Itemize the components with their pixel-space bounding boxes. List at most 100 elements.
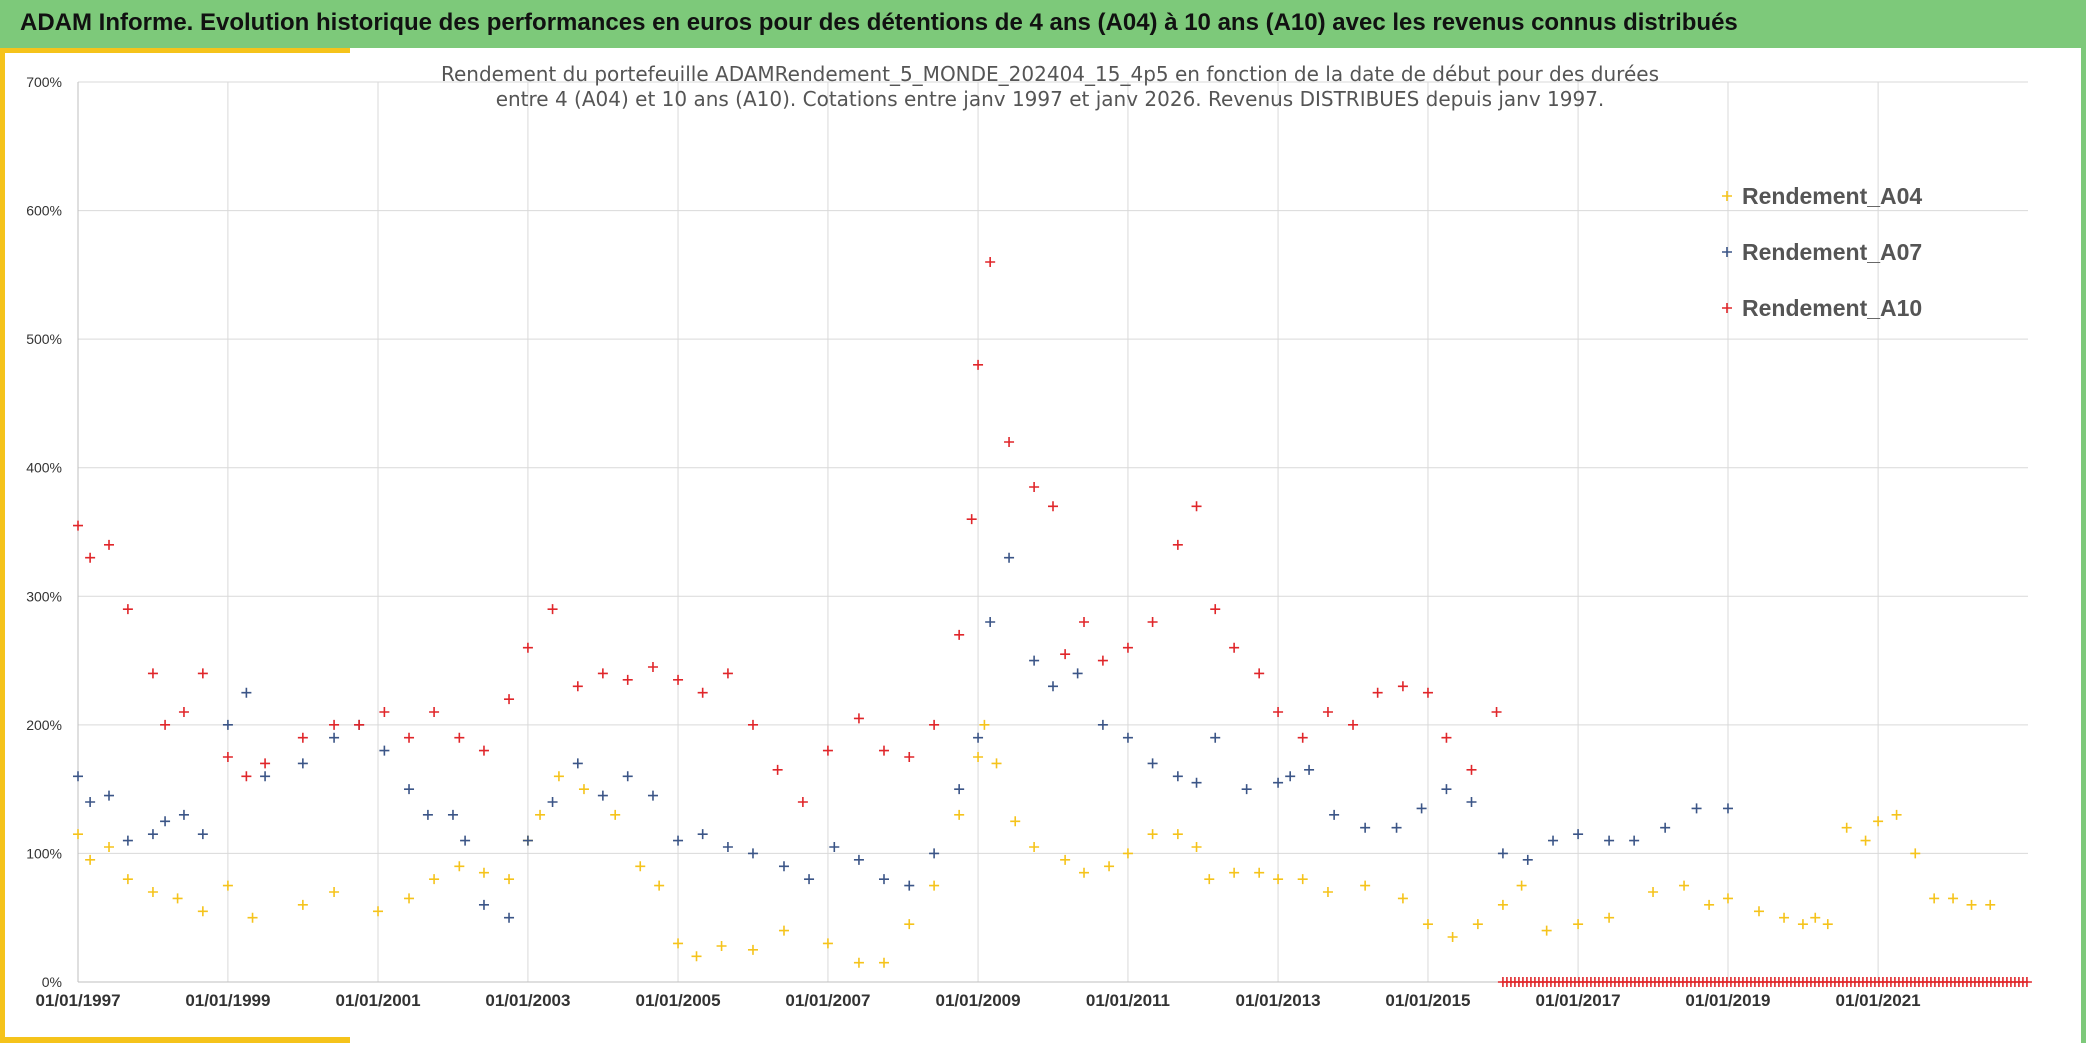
point-rendement-a10	[104, 539, 115, 550]
point-rendement-a10	[160, 719, 171, 730]
point-rendement-a10	[329, 719, 340, 730]
frame-left	[0, 48, 5, 1043]
point-rendement-a10	[647, 662, 658, 672]
chart-title: Rendement du portefeuille ADAMRendement_…	[441, 62, 1659, 111]
point-rendement-a07	[1391, 822, 1402, 833]
point-rendement-a04	[979, 719, 990, 730]
point-rendement-a07	[460, 835, 471, 846]
point-rendement-a04	[1891, 809, 1902, 820]
point-rendement-a04	[1753, 906, 1764, 917]
point-rendement-a10	[572, 681, 583, 692]
x-tick-label: 01/01/1999	[185, 991, 270, 1010]
point-rendement-a04	[329, 887, 340, 897]
point-rendement-a07	[697, 829, 708, 840]
point-rendement-a10	[929, 719, 940, 730]
point-rendement-a10	[797, 797, 808, 807]
point-rendement-a04	[1229, 867, 1240, 878]
point-rendement-a07	[73, 771, 83, 782]
point-rendement-a10	[85, 552, 96, 563]
point-rendement-a10	[504, 694, 515, 705]
point-rendement-a04	[504, 874, 515, 885]
x-tick-label: 01/01/2003	[485, 991, 570, 1010]
point-rendement-a04	[73, 829, 83, 840]
y-tick-label: 500%	[26, 331, 62, 347]
point-rendement-a04	[822, 938, 833, 949]
point-rendement-a10	[1122, 642, 1133, 653]
y-tick-label: 700%	[26, 74, 62, 90]
point-rendement-a04	[1104, 861, 1115, 872]
point-rendement-a10	[241, 771, 252, 782]
point-rendement-a07	[404, 784, 415, 795]
point-rendement-a04	[1147, 829, 1158, 840]
point-rendement-a04	[535, 809, 546, 820]
accent-bar-top	[0, 48, 350, 53]
point-rendement-a04	[1360, 880, 1371, 891]
point-rendement-a04	[1516, 880, 1527, 891]
point-rendement-a04	[297, 899, 308, 910]
point-rendement-a10	[853, 713, 864, 724]
x-tick-label: 01/01/2013	[1236, 991, 1321, 1010]
point-rendement-a07	[853, 854, 864, 865]
point-rendement-a10	[1210, 604, 1221, 615]
x-tick-label: 01/01/2001	[335, 991, 420, 1010]
legend-label: Rendement_A07	[1742, 239, 1922, 265]
point-rendement-a07	[1097, 719, 1108, 730]
point-rendement-a10	[1273, 707, 1284, 717]
point-rendement-a10	[73, 520, 83, 531]
point-rendement-a04	[172, 893, 183, 904]
chart-title-line: entre 4 (A04) et 10 ans (A10). Cotations…	[496, 87, 1605, 111]
point-rendement-a04	[991, 758, 1002, 769]
point-rendement-a07	[1573, 829, 1584, 840]
point-rendement-a07	[1210, 732, 1221, 743]
point-rendement-a07	[547, 797, 558, 807]
point-rendement-a10	[1422, 687, 1433, 698]
point-rendement-a07	[241, 687, 252, 698]
point-rendement-a04	[478, 867, 489, 878]
point-rendement-a10	[522, 642, 533, 653]
x-tick-label: 01/01/2005	[635, 991, 720, 1010]
point-rendement-a10	[1254, 668, 1265, 679]
point-rendement-a04	[1604, 912, 1615, 923]
point-rendement-a04	[1447, 932, 1458, 942]
point-rendement-a10	[1491, 707, 1502, 717]
x-tick-label: 01/01/2015	[1385, 991, 1470, 1010]
point-rendement-a07	[1497, 848, 1508, 859]
point-rendement-a07	[904, 880, 915, 891]
point-rendement-a07	[1722, 803, 1733, 814]
point-rendement-a07	[422, 809, 433, 820]
point-rendement-a07	[1285, 771, 1296, 782]
point-rendement-a04	[1422, 919, 1433, 930]
point-rendement-a04	[222, 880, 233, 891]
point-rendement-a10	[260, 758, 271, 769]
point-rendement-a07	[197, 829, 208, 840]
point-rendement-a07	[147, 829, 158, 840]
point-rendement-a04	[716, 941, 727, 951]
point-rendement-a07	[1147, 758, 1158, 769]
point-rendement-a10	[1348, 719, 1359, 730]
point-rendement-a07	[1273, 777, 1284, 788]
point-rendement-a10	[297, 732, 308, 743]
point-rendement-a10	[1297, 732, 1308, 743]
point-rendement-a04	[778, 925, 789, 936]
point-rendement-a10	[966, 514, 977, 525]
point-rendement-a04	[578, 784, 589, 795]
point-rendement-a07	[1604, 835, 1615, 846]
point-rendement-a07	[1029, 655, 1040, 666]
point-rendement-a07	[1048, 681, 1058, 692]
point-rendement-a10	[673, 674, 684, 685]
accent-bar-bottom	[0, 1037, 350, 1043]
point-rendement-a04	[1841, 822, 1852, 833]
point-rendement-a04	[654, 880, 665, 891]
point-rendement-a04	[454, 861, 465, 872]
point-rendement-a07	[973, 732, 984, 743]
point-rendement-a10	[478, 745, 489, 756]
point-rendement-a07	[329, 732, 340, 743]
point-rendement-a07	[122, 835, 133, 846]
y-tick-label: 600%	[26, 203, 62, 219]
baseline-mark	[2021, 977, 2032, 987]
point-rendement-a10	[1229, 642, 1240, 653]
point-rendement-a04	[1273, 874, 1284, 885]
point-rendement-a04	[1204, 874, 1215, 885]
point-rendement-a07	[1416, 803, 1427, 814]
point-rendement-a10	[222, 752, 233, 762]
